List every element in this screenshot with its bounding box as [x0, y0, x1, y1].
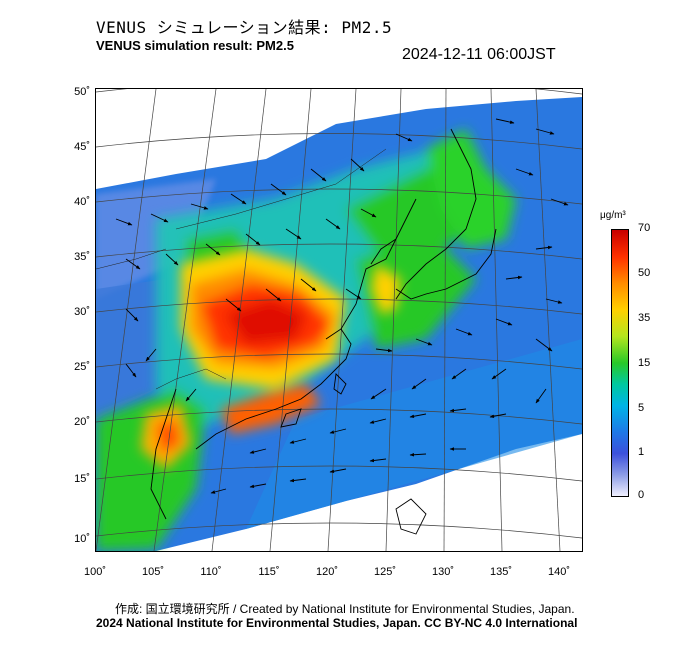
title-english: VENUS simulation result: PM2.5: [96, 38, 294, 53]
lat-tick-50: 50˚: [74, 86, 90, 98]
lat-tick-10: 10˚: [74, 533, 90, 545]
lat-tick-25: 25˚: [74, 361, 90, 373]
coastlines: [150, 128, 497, 535]
lat-tick-40: 40˚: [74, 196, 90, 208]
colorbar-tick-1: 1: [638, 446, 645, 458]
lat-tick-45: 45˚: [74, 141, 90, 153]
lon-tick-120: 120˚: [315, 566, 339, 578]
title-japanese: VENUS シミュレーション結果: PM2.5: [96, 18, 393, 37]
colorbar-tick-50: 50: [638, 267, 651, 279]
credit-line: 作成: 国立環境研究所 / Created by National Instit…: [115, 602, 575, 616]
lon-tick-140: 140˚: [547, 566, 571, 578]
colorbar-tick-70: 70: [638, 222, 651, 234]
lon-tick-115: 115˚: [258, 566, 280, 578]
lat-tick-15: 15˚: [74, 473, 90, 485]
lon-tick-125: 125˚: [373, 566, 397, 578]
lon-tick-100: 100˚: [83, 566, 107, 578]
lon-tick-110: 110˚: [200, 566, 222, 578]
pm25-concentration-field: [96, 89, 582, 551]
colorbar-tick-15: 15: [638, 357, 651, 369]
colorbar: [611, 229, 629, 497]
lon-tick-130: 130˚: [431, 566, 455, 578]
lat-tick-20: 20˚: [74, 416, 90, 428]
pm25-map: [95, 88, 583, 552]
colorbar-tick-0: 0: [638, 489, 645, 501]
colorbar-tick-35: 35: [638, 312, 651, 324]
forecast-timestamp: 2024-12-11 06:00JST: [402, 46, 556, 63]
lon-tick-135: 135˚: [489, 566, 513, 578]
wind-vectors: [115, 118, 569, 494]
graticule: [96, 89, 582, 551]
lon-tick-105: 105˚: [141, 566, 165, 578]
colorbar-tick-5: 5: [638, 402, 645, 414]
copyright-line: 2024 National Institute for Environmenta…: [96, 616, 578, 630]
lat-tick-35: 35˚: [74, 251, 90, 263]
lat-tick-30: 30˚: [74, 306, 90, 318]
colorbar-unit: μg/m³: [600, 210, 626, 221]
